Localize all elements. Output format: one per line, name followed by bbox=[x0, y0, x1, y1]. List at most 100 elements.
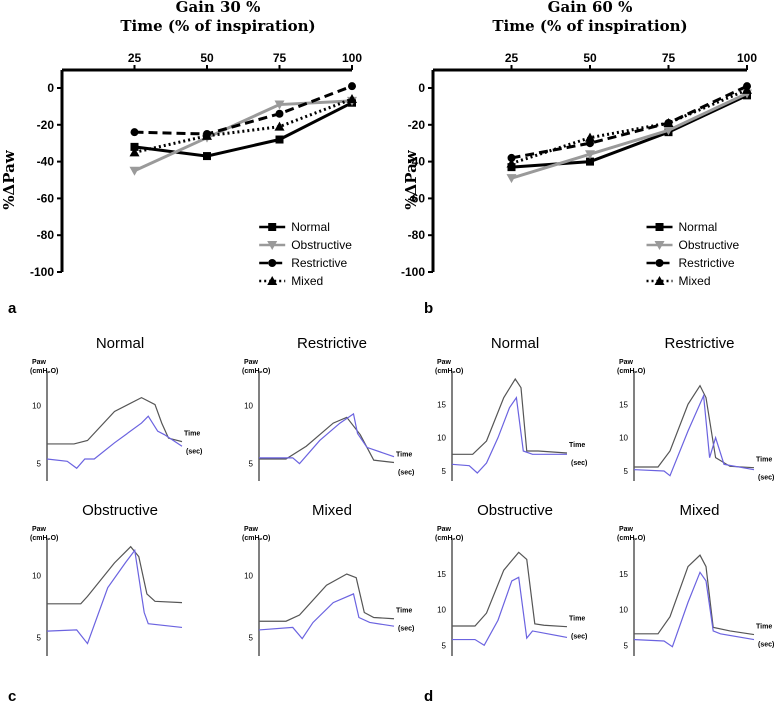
waveform-gray-trace bbox=[452, 551, 568, 628]
waveform-y-tick-label: 10 bbox=[437, 434, 446, 443]
waveform-ylabel: Paw bbox=[437, 526, 452, 533]
waveform-y-tick-label: 10 bbox=[244, 402, 253, 411]
legend-marker-restrictive bbox=[268, 259, 277, 267]
waveform-xlabel-unit: (sec) bbox=[758, 475, 774, 482]
data-point-obstructive bbox=[506, 174, 517, 184]
data-point-obstructive bbox=[585, 150, 595, 160]
waveform-xlabel: Time bbox=[569, 442, 585, 449]
legend-label-obstructive: Obstructive bbox=[679, 238, 740, 252]
chart-a-y-tick-label: -100 bbox=[30, 265, 54, 279]
chart-b-y-tick-label: -60 bbox=[408, 191, 426, 205]
waveform-y-tick-label: 10 bbox=[619, 434, 628, 443]
data-point-normal bbox=[586, 157, 594, 166]
legend-marker-mixed bbox=[654, 276, 665, 285]
series-line-normal bbox=[134, 101, 353, 158]
waveform-ylabel: Paw bbox=[244, 526, 259, 533]
data-point-obstructive bbox=[129, 166, 140, 176]
series-line-obstructive bbox=[511, 92, 748, 180]
waveform-d-mixed: Mixed Paw (cmH₂O) 5 10 15 Time (sec) bbox=[617, 502, 774, 656]
chart-a-ylabel: %ΔPaw bbox=[0, 149, 18, 209]
waveform-y-tick-label: 15 bbox=[437, 400, 446, 409]
waveform-ylabel-unit: (cmH₂O) bbox=[435, 368, 463, 375]
waveform-blue-trace bbox=[46, 548, 183, 645]
waveform-gray-trace bbox=[47, 545, 183, 605]
data-point-mixed bbox=[129, 147, 140, 157]
chart-b-x-tick-label: 100 bbox=[737, 51, 757, 65]
chart-a-y-tick-label: -40 bbox=[37, 155, 55, 169]
waveform-y-tick-label: 15 bbox=[437, 570, 446, 579]
waveform-gray-trace bbox=[259, 416, 395, 464]
panel-label-b: b bbox=[424, 300, 433, 317]
waveform-gray-trace bbox=[47, 396, 183, 445]
waveform-ylabel-unit: (cmH₂O) bbox=[30, 368, 58, 375]
data-point-restrictive bbox=[507, 153, 516, 162]
waveform-y-tick-label: 5 bbox=[249, 633, 254, 642]
waveform-blue-trace bbox=[46, 415, 183, 470]
waveform-d-normal: Normal Paw (cmH₂O) 5 10 15 Time (sec) bbox=[435, 335, 587, 481]
chart-a-y-tick-label: -20 bbox=[37, 118, 55, 132]
waveform-d-restrictive: Restrictive Paw (cmH₂O) 5 10 15 Time (sec) bbox=[617, 335, 774, 482]
chart-a-y-tick-label: 0 bbox=[47, 81, 54, 95]
chart-a-x-tick-label: 25 bbox=[128, 51, 142, 65]
legend-marker-normal bbox=[655, 223, 664, 231]
chart-b: Gain 60 % Time (% of inspiration) %ΔPaw … bbox=[401, 0, 757, 317]
waveform-blue-trace bbox=[258, 593, 395, 640]
waveform-blue-trace bbox=[633, 393, 755, 477]
waveform-panel-c: Normal Paw (cmH₂O) 5 10 Time (sec) Restrictive P… bbox=[30, 335, 414, 656]
waveform-ylabel-unit: (cmH₂O) bbox=[242, 535, 270, 542]
waveform-y-tick-label: 10 bbox=[437, 606, 446, 615]
chart-b-ylabel: %ΔPaw bbox=[402, 149, 420, 209]
chart-a-y-tick-label: -80 bbox=[37, 228, 55, 242]
waveform-title: Restrictive bbox=[664, 335, 734, 352]
series-line-mixed bbox=[134, 97, 353, 154]
waveform-xlabel: Time bbox=[756, 624, 772, 631]
data-point-restrictive bbox=[130, 128, 139, 137]
series-line-obstructive bbox=[133, 99, 353, 173]
waveform-xlabel-unit: (sec) bbox=[398, 626, 414, 633]
waveform-blue-trace bbox=[259, 412, 395, 465]
legend-label-obstructive: Obstructive bbox=[291, 238, 352, 252]
waveform-y-tick-label: 10 bbox=[32, 402, 41, 411]
waveform-xlabel-unit: (sec) bbox=[398, 469, 414, 476]
waveform-y-tick-label: 5 bbox=[37, 460, 42, 469]
waveform-xlabel-unit: (sec) bbox=[186, 449, 202, 456]
data-point-mixed bbox=[274, 121, 285, 131]
waveform-ylabel: Paw bbox=[32, 526, 47, 533]
chart-b-x-tick-label: 25 bbox=[505, 51, 519, 65]
chart-b-series bbox=[506, 82, 752, 184]
waveform-ylabel: Paw bbox=[32, 359, 47, 366]
legend-marker-obstructive bbox=[267, 241, 278, 250]
data-point-normal bbox=[203, 152, 211, 161]
waveform-gray-trace bbox=[452, 377, 568, 455]
waveform-title: Normal bbox=[96, 335, 144, 352]
legend-label-mixed: Mixed bbox=[291, 274, 323, 288]
data-point-mixed bbox=[585, 132, 595, 142]
waveform-y-tick-label: 5 bbox=[37, 633, 42, 642]
waveform-title: Obstructive bbox=[477, 502, 553, 519]
series-line-normal bbox=[511, 94, 748, 169]
waveform-c-normal: Normal Paw (cmH₂O) 5 10 Time (sec) bbox=[30, 335, 202, 481]
data-point-normal bbox=[130, 142, 139, 151]
legend-marker-mixed bbox=[267, 276, 278, 285]
chart-b-axes: 25 50 75 100 0 -20 -40 -60 -80 -100 bbox=[401, 51, 757, 279]
series-line-restrictive bbox=[511, 84, 748, 160]
legend-marker-restrictive bbox=[655, 259, 664, 267]
data-point-mixed bbox=[506, 158, 517, 168]
waveform-title: Restrictive bbox=[297, 335, 367, 352]
chart-b-y-tick-label: -100 bbox=[401, 265, 425, 279]
waveform-gray-trace bbox=[634, 554, 755, 636]
waveform-y-tick-label: 10 bbox=[619, 606, 628, 615]
data-point-mixed bbox=[742, 84, 752, 94]
chart-b-x-tick-label: 50 bbox=[583, 51, 597, 65]
panel-label-d: d bbox=[424, 688, 433, 705]
data-point-mixed bbox=[663, 117, 674, 127]
waveform-title: Mixed bbox=[679, 502, 719, 519]
series-line-mixed bbox=[511, 88, 748, 165]
waveform-ylabel-unit: (cmH₂O) bbox=[617, 368, 645, 375]
waveform-ylabel: Paw bbox=[437, 359, 452, 366]
chart-b-title: Gain 60 % bbox=[548, 0, 633, 16]
chart-b-y-tick-label: -80 bbox=[408, 228, 426, 242]
waveform-ylabel-unit: (cmH₂O) bbox=[30, 535, 58, 542]
chart-b-legend: Normal Obstructive Restrictive Mixed bbox=[646, 220, 740, 288]
panel-label-a: a bbox=[8, 300, 17, 317]
